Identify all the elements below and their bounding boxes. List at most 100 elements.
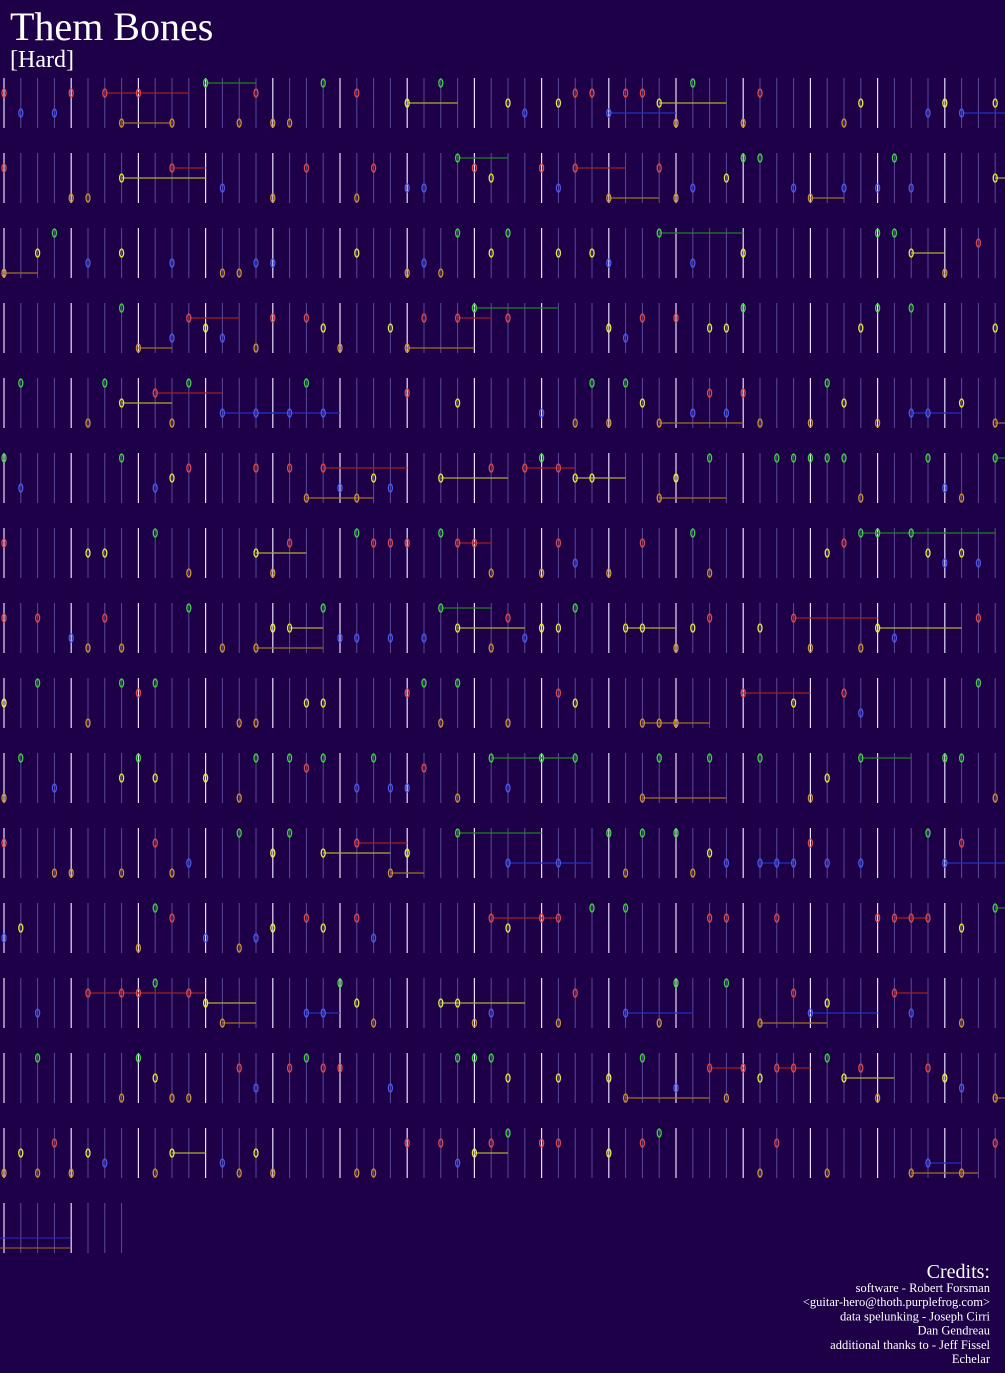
note	[303, 1008, 310, 1018]
note	[354, 913, 360, 923]
note	[723, 1093, 730, 1103]
credit-line: Dan Gendreau	[917, 1324, 990, 1338]
note	[925, 408, 931, 418]
note	[522, 463, 528, 473]
note	[135, 753, 142, 763]
note	[874, 418, 881, 428]
note	[841, 1073, 847, 1083]
note	[286, 828, 293, 838]
note	[169, 118, 175, 128]
note	[454, 998, 461, 1008]
note	[169, 1148, 175, 1158]
note	[202, 323, 209, 333]
note	[942, 1073, 948, 1083]
note	[270, 258, 276, 268]
note	[320, 1008, 326, 1018]
note	[18, 378, 24, 388]
note	[34, 248, 41, 258]
note	[706, 613, 713, 623]
note	[236, 793, 242, 803]
note	[706, 913, 713, 923]
note	[790, 858, 797, 868]
note	[673, 828, 679, 838]
note	[152, 678, 158, 688]
note	[555, 98, 562, 108]
note	[908, 248, 914, 258]
note	[706, 453, 713, 463]
note	[505, 718, 511, 728]
note	[505, 858, 511, 868]
note	[471, 303, 478, 313]
note	[942, 753, 948, 763]
note	[337, 978, 343, 988]
note	[253, 643, 259, 653]
note	[538, 913, 545, 923]
note	[387, 1083, 394, 1093]
note	[438, 473, 444, 483]
note	[858, 98, 864, 108]
note	[555, 538, 562, 548]
note	[639, 1053, 646, 1063]
note	[286, 463, 293, 473]
note	[404, 343, 410, 353]
note	[454, 793, 461, 803]
note	[706, 753, 713, 763]
note	[370, 473, 377, 483]
note	[488, 568, 494, 578]
note	[488, 913, 494, 923]
note	[538, 408, 545, 418]
note	[404, 268, 410, 278]
note	[908, 913, 914, 923]
note	[942, 858, 948, 868]
note	[824, 998, 830, 1008]
note	[622, 378, 629, 388]
note	[538, 163, 545, 173]
note	[656, 163, 662, 173]
note	[690, 183, 696, 193]
note	[354, 528, 360, 538]
note	[639, 828, 646, 838]
note	[18, 923, 24, 933]
note	[555, 248, 562, 258]
note	[152, 773, 158, 783]
note	[370, 753, 377, 763]
note	[706, 388, 713, 398]
note	[958, 548, 965, 558]
note	[740, 688, 746, 698]
note	[404, 688, 410, 698]
note	[622, 333, 629, 343]
note	[790, 1063, 797, 1073]
note	[908, 1008, 914, 1018]
note	[908, 528, 914, 538]
note	[118, 773, 125, 783]
note	[253, 408, 259, 418]
note	[656, 98, 662, 108]
note	[303, 493, 310, 503]
note	[555, 858, 562, 868]
note	[169, 913, 175, 923]
note	[992, 418, 998, 428]
note	[858, 528, 864, 538]
note	[320, 923, 326, 933]
note	[454, 313, 461, 323]
note	[404, 1138, 410, 1148]
note	[891, 153, 898, 163]
note	[807, 453, 814, 463]
note	[370, 538, 377, 548]
note	[690, 78, 696, 88]
note	[958, 1168, 965, 1178]
note	[505, 313, 511, 323]
note	[118, 988, 125, 998]
note	[858, 323, 864, 333]
note	[286, 118, 293, 128]
note	[118, 868, 125, 878]
note	[622, 88, 629, 98]
note	[673, 118, 679, 128]
note	[169, 163, 175, 173]
note	[656, 418, 662, 428]
note	[1, 88, 7, 98]
note	[370, 933, 377, 943]
note	[118, 173, 125, 183]
note	[807, 418, 814, 428]
